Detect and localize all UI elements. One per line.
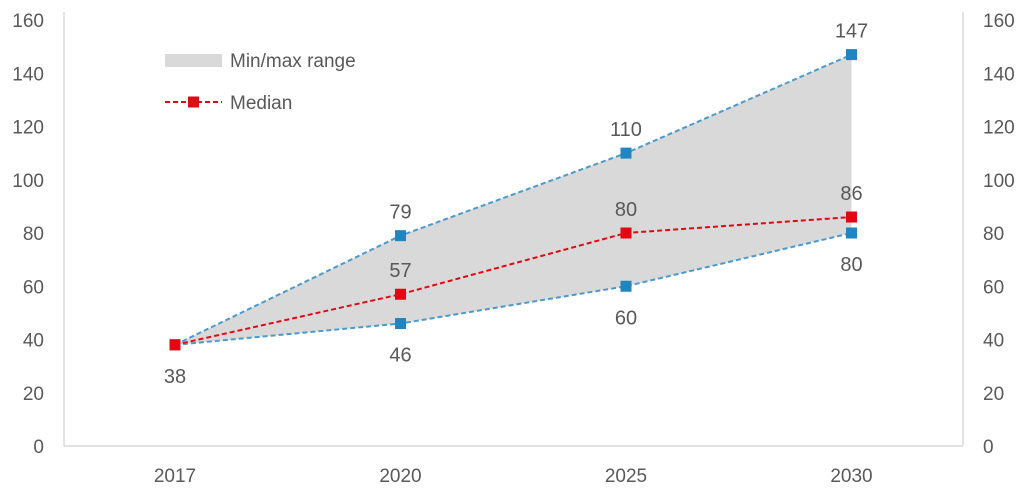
- min-series-line: [174, 232, 852, 346]
- median-data-label: 57: [389, 260, 411, 282]
- median-legend-marker-icon: [188, 96, 199, 108]
- y-tick-label-left: 80: [23, 224, 44, 245]
- median-data-label: 86: [840, 183, 862, 205]
- min-data-label: 60: [615, 307, 637, 329]
- median-point-marker: [620, 227, 632, 239]
- legend-label-median: Median: [230, 93, 292, 114]
- axes: 0 20 40 60 80 100 120 140 160 0 20 40 60 80 100 120 140 1…: [12, 11, 1014, 487]
- min-point-marker: [395, 318, 406, 330]
- y-tick-label-left: 40: [23, 331, 44, 352]
- gray-band-swatch-icon: [165, 54, 222, 67]
- min-point-marker: [846, 227, 857, 239]
- min-data-label: 46: [389, 345, 411, 367]
- max-point-marker: [620, 147, 632, 159]
- y-tick-label-left: 140: [12, 64, 44, 85]
- y-tick-label-right: 160: [983, 11, 1015, 32]
- legend-label-range: Min/max range: [230, 51, 356, 72]
- y-tick-label-right: 100: [983, 171, 1015, 192]
- y-tick-label-left: 60: [23, 277, 44, 298]
- max-data-label: 147: [835, 21, 868, 43]
- y-tick-label-right: 40: [983, 331, 1004, 352]
- median-point-marker: [169, 339, 181, 351]
- y-tick-label-right: 20: [983, 384, 1004, 405]
- x-tick-label: 2025: [605, 466, 647, 487]
- y-tick-label-right: 140: [983, 64, 1015, 85]
- max-data-label: 110: [610, 119, 642, 141]
- min-data-label: 38: [164, 366, 186, 388]
- y-tick-label-left: 120: [12, 118, 44, 139]
- max-point-marker: [395, 230, 406, 242]
- y-tick-label-right: 0: [983, 437, 994, 458]
- median-series-line: [174, 216, 852, 346]
- median-point-marker: [846, 211, 857, 223]
- x-tick-label: 2017: [154, 466, 196, 487]
- y-tick-label-left: 160: [12, 11, 44, 32]
- y-tick-label-left: 20: [23, 384, 44, 405]
- y-tick-label-right: 120: [983, 118, 1015, 139]
- y-tick-label-right: 80: [983, 224, 1004, 245]
- y-tick-label-left: 100: [12, 171, 44, 192]
- max-data-label: 79: [389, 202, 411, 224]
- median-data-label: 80: [615, 199, 637, 221]
- max-series-line: [174, 53, 852, 346]
- x-tick-label: 2020: [379, 466, 421, 487]
- min-point-marker: [620, 280, 632, 292]
- x-tick-label: 2030: [830, 466, 872, 487]
- legend: Min/max range Median: [165, 51, 356, 114]
- y-tick-label-left: 0: [33, 437, 44, 458]
- plot-area: 79 110 147 38 46 60 80 57 80 86: [164, 21, 868, 388]
- max-point-marker: [846, 49, 857, 61]
- median-point-marker: [395, 288, 406, 300]
- min-data-label: 80: [840, 254, 862, 276]
- y-tick-label-right: 60: [983, 277, 1004, 298]
